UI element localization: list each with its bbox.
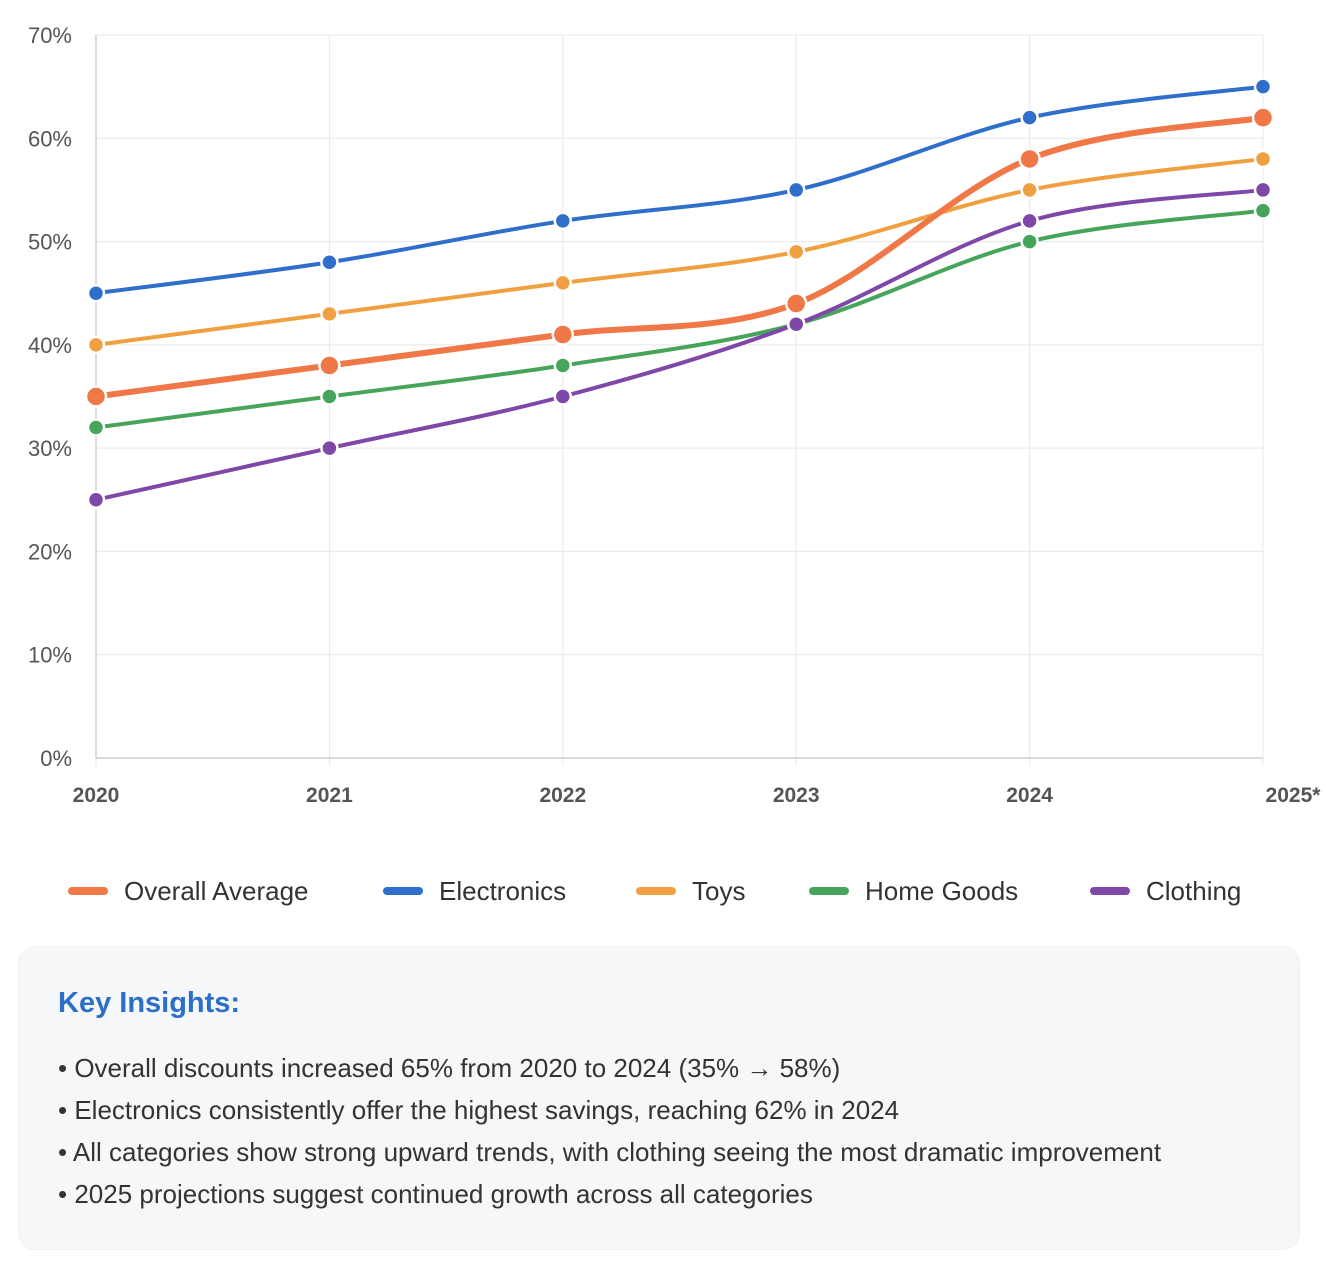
x-tick-label: 2021 — [306, 784, 353, 807]
data-point-home_goods — [1020, 232, 1039, 251]
chart-legend: Overall Average Electronics Toys Home Go… — [0, 866, 1326, 916]
data-point-electronics — [1020, 108, 1039, 127]
insight-item: • 2025 projections suggest continued gro… — [58, 1179, 813, 1209]
data-point-overall — [318, 354, 341, 377]
data-point-home_goods — [320, 387, 339, 406]
legend-label: Clothing — [1146, 875, 1242, 906]
data-point-clothing — [1020, 211, 1039, 231]
data-point-electronics — [320, 252, 339, 272]
lines-layer — [93, 84, 1266, 502]
data-point-home_goods — [553, 356, 573, 375]
data-point-electronics — [1253, 77, 1273, 96]
x-tick-label: 2023 — [773, 784, 820, 807]
discount-trend-chart: 0% 10% 20% 30% 40% 50% 60% 70% 2020 2021 2022 2023 2… — [28, 23, 1321, 807]
data-point-overall — [84, 385, 108, 408]
series-line-electronics — [94, 84, 1265, 296]
data-point-clothing — [86, 490, 106, 510]
x-tick-label: 2024 — [1006, 784, 1053, 807]
legend-item-home-goods[interactable]: Home Goods — [809, 866, 1018, 916]
key-insights-panel: Key Insights: • Overall discounts increa… — [18, 946, 1300, 1250]
legend-swatch-overall-average — [68, 887, 108, 895]
data-point-toys — [320, 304, 339, 324]
x-tick-label: 2022 — [539, 784, 586, 807]
y-tick-label: 30% — [28, 436, 72, 461]
y-tick-label: 20% — [28, 539, 72, 564]
x-tick-label: 2025* — [1266, 784, 1322, 807]
grid-layer — [95, 34, 1264, 766]
insights-list: • Overall discounts increased 65% from 2… — [58, 1047, 1161, 1215]
data-point-overall — [1251, 106, 1275, 129]
data-point-clothing — [553, 387, 573, 406]
series-line-clothing — [94, 187, 1265, 502]
insight-item: • All categories show strong upward tren… — [58, 1137, 1162, 1167]
points-layer — [84, 77, 1275, 510]
data-point-toys — [1020, 180, 1039, 200]
data-point-clothing — [320, 438, 339, 458]
legend-item-toys[interactable]: Toys — [636, 866, 745, 916]
x-tick-label: 2020 — [73, 784, 120, 807]
insight-item: • Overall discounts increased 65% from 2… — [58, 1053, 841, 1083]
data-point-home_goods — [1253, 201, 1273, 220]
legend-item-clothing[interactable]: Clothing — [1090, 866, 1241, 916]
legend-swatch-clothing — [1090, 887, 1130, 895]
data-point-electronics — [553, 211, 573, 231]
data-point-toys — [86, 335, 106, 355]
data-point-overall — [784, 292, 808, 315]
insights-title: Key Insights: — [58, 987, 241, 1019]
y-tick-label: 40% — [28, 333, 72, 358]
data-point-toys — [786, 242, 806, 262]
y-tick-label: 10% — [28, 643, 72, 668]
legend-label: Electronics — [439, 875, 567, 906]
legend-swatch-toys — [636, 887, 676, 895]
legend-label: Toys — [692, 875, 746, 906]
data-point-toys — [553, 273, 573, 293]
insight-item: • Electronics consistently offer the hig… — [58, 1095, 900, 1125]
data-point-overall — [1018, 147, 1041, 171]
legend-swatch-electronics — [383, 887, 423, 895]
legend-label: Home Goods — [865, 875, 1019, 906]
data-point-electronics — [86, 283, 106, 303]
y-tick-label: 60% — [28, 126, 72, 151]
data-point-electronics — [786, 180, 806, 200]
data-point-clothing — [1253, 180, 1273, 200]
series-line-home_goods — [94, 208, 1265, 430]
data-point-home_goods — [86, 418, 106, 437]
y-tick-label: 70% — [28, 23, 72, 48]
data-point-clothing — [786, 314, 806, 334]
legend-item-electronics[interactable]: Electronics — [383, 866, 566, 916]
data-point-toys — [1253, 149, 1273, 169]
data-point-overall — [551, 323, 575, 346]
legend-item-overall-average[interactable]: Overall Average — [68, 866, 309, 916]
series-line-toys — [94, 156, 1265, 347]
series-line-overall — [93, 114, 1266, 400]
y-tick-label: 0% — [40, 746, 72, 771]
legend-label: Overall Average — [124, 875, 309, 906]
y-tick-label: 50% — [28, 230, 72, 255]
legend-swatch-home-goods — [809, 887, 849, 895]
axis-layer: 0% 10% 20% 30% 40% 50% 60% 70% 2020 2021 2022 2023 2… — [28, 23, 1321, 807]
